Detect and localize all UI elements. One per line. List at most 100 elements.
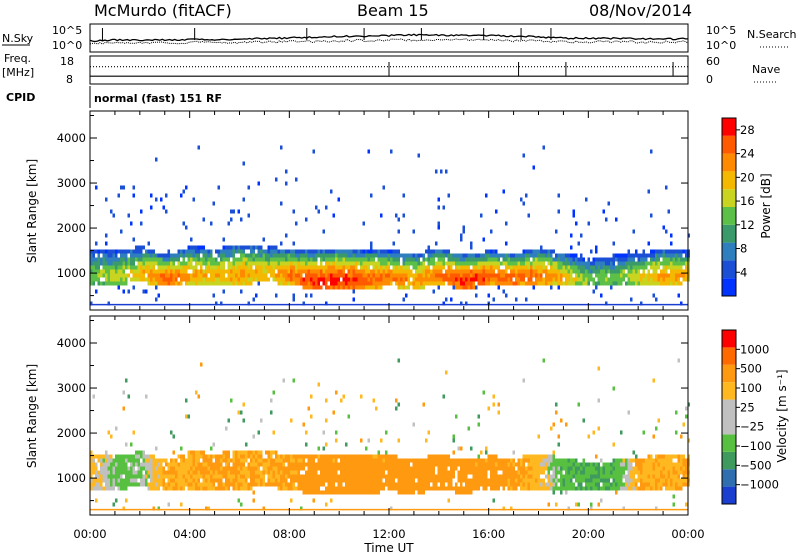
velocity-cell [327, 486, 330, 491]
velocity-cell [412, 462, 415, 467]
power-cell [645, 253, 648, 258]
velocity-cell [90, 454, 93, 459]
power-cell [427, 245, 430, 250]
power-cell [395, 281, 398, 286]
power-cell [365, 261, 368, 266]
power-cell [215, 269, 218, 274]
colorbar-segment [722, 224, 736, 243]
velocity-cell [410, 458, 413, 463]
power-cell [510, 257, 513, 262]
velocity-cell [417, 486, 420, 491]
power-cell [445, 253, 448, 258]
power-cell [567, 265, 570, 270]
power-cell [467, 285, 470, 290]
power-cell [390, 281, 393, 286]
power-cell [420, 273, 423, 278]
power-cell [165, 277, 168, 282]
power-cell [487, 273, 490, 278]
power-cell [105, 277, 108, 282]
velocity-cell [517, 470, 520, 475]
power-cell [377, 277, 380, 282]
power-cell [300, 281, 303, 286]
power-cell [205, 261, 208, 266]
power-cell [507, 277, 510, 282]
power-cell [240, 289, 243, 294]
velocity-cell [682, 482, 685, 487]
velocity-cell [670, 466, 673, 471]
velocity-cell [342, 470, 345, 475]
power-cell [95, 265, 98, 270]
velocity-cell [122, 478, 125, 483]
velocity-cell [485, 478, 488, 483]
power-cell [432, 281, 435, 286]
velocity-cell [237, 482, 240, 487]
velocity-cell [510, 462, 513, 467]
power-cell [267, 265, 270, 270]
velocity-cell [157, 466, 160, 471]
velocity-cell [592, 466, 595, 471]
velocity-cell [250, 462, 253, 467]
velocity-cell [467, 490, 470, 495]
velocity-cell [482, 474, 485, 479]
power-cell [422, 281, 425, 286]
power-cell [377, 253, 380, 258]
power-cell [335, 257, 338, 262]
velocity-cell [347, 478, 350, 483]
velocity-cell [547, 482, 550, 487]
velocity-cell [535, 482, 538, 487]
power-cell [502, 277, 505, 282]
power-cell [640, 273, 643, 278]
velocity-cell [495, 466, 498, 471]
velocity-cell [102, 478, 105, 483]
power-cell [595, 273, 598, 278]
power-cell [585, 261, 588, 266]
power-cell [185, 261, 188, 266]
velocity-cell [510, 470, 513, 475]
power-cell [307, 261, 310, 266]
velocity-cell [142, 458, 145, 463]
power-cell [540, 277, 543, 282]
velocity-cell [212, 486, 215, 491]
velocity-cell [400, 478, 403, 483]
power-cell [247, 273, 250, 278]
power-cell [612, 257, 615, 262]
velocity-cell [622, 466, 625, 471]
velocity-ylabel: Slant Range [km] [25, 364, 39, 468]
power-cell [275, 253, 278, 258]
velocity-cell [385, 474, 388, 479]
power-cell [537, 253, 540, 258]
velocity-cell [265, 450, 268, 455]
power-cell [207, 265, 210, 270]
power-cell [560, 281, 563, 286]
power-cell [115, 273, 118, 278]
velocity-cell [445, 466, 448, 471]
velocity-cell [192, 478, 195, 483]
power-cell [305, 253, 308, 258]
power-cell [402, 281, 405, 286]
velocity-cell [142, 474, 145, 479]
power-cell [345, 261, 348, 266]
power-cell [525, 253, 528, 258]
power-cell [480, 257, 483, 262]
velocity-cell [410, 482, 413, 487]
velocity-cell [230, 398, 233, 403]
power-cell [432, 257, 435, 262]
velocity-cell [482, 486, 485, 491]
power-cell [645, 273, 648, 278]
power-cell [305, 217, 308, 222]
velocity-cell [230, 482, 233, 487]
power-cell [445, 261, 448, 266]
power-cell [405, 277, 408, 282]
velocity-cell [185, 414, 188, 419]
power-cell [435, 249, 438, 254]
velocity-cell [422, 486, 425, 491]
power-cell [417, 277, 420, 282]
power-cell [492, 273, 495, 278]
power-cell [310, 253, 313, 258]
power-cell [292, 297, 295, 302]
power-cell [387, 261, 390, 266]
velocity-cell [335, 466, 338, 471]
velocity-cell [150, 462, 153, 467]
velocity-cell [307, 462, 310, 467]
power-cell [662, 225, 665, 230]
